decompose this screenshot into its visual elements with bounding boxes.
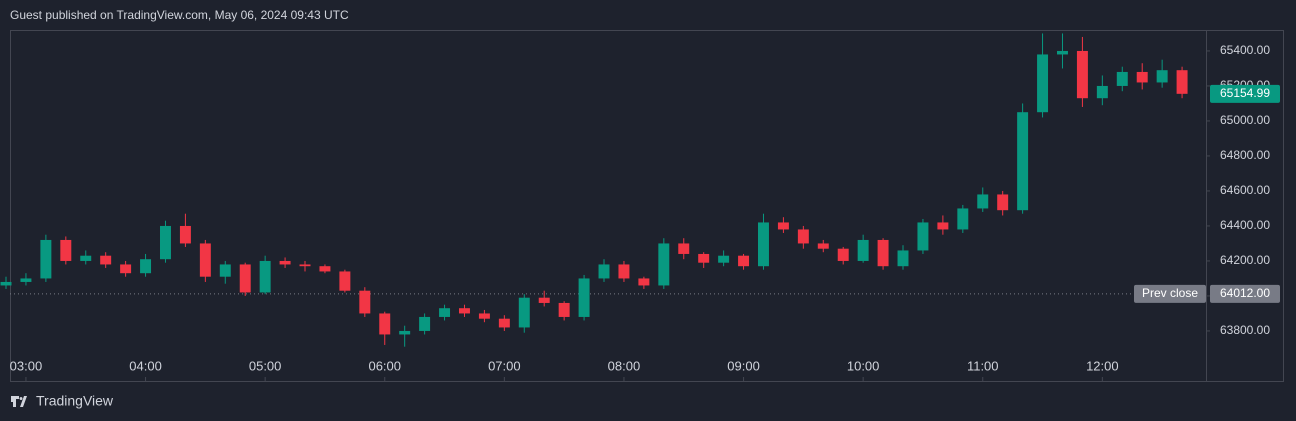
candle-body [638, 278, 650, 286]
candle-body [618, 264, 630, 279]
x-tick-label: 12:00 [1086, 358, 1119, 373]
candle-body [458, 308, 470, 314]
candle-body [1056, 50, 1068, 55]
candle-body [917, 222, 929, 251]
candle-body [419, 316, 431, 331]
candle-body [937, 222, 949, 230]
candle-body [299, 264, 311, 267]
candle-body [279, 260, 291, 265]
prev-close-tag [1134, 284, 1206, 303]
candle-body [20, 278, 32, 282]
x-tick-label: 07:00 [488, 358, 521, 373]
candle-body [997, 194, 1009, 211]
candle-body [478, 313, 490, 319]
candle-body [977, 194, 989, 209]
candle-body [658, 243, 670, 286]
x-tick-label: 10:00 [847, 358, 880, 373]
candle-body [1096, 85, 1108, 99]
candle-body [857, 239, 869, 261]
x-tick-label: 06:00 [368, 358, 401, 373]
candle-body [159, 225, 171, 260]
candle-body [80, 255, 92, 261]
x-tick-label: 03:00 [10, 358, 43, 373]
candle-body [140, 259, 152, 274]
candle-body [379, 313, 391, 335]
candle-body [558, 302, 570, 317]
candle-body [439, 308, 451, 317]
candle-body [40, 239, 52, 279]
x-tick-label: 04:00 [129, 358, 162, 373]
candle-body [897, 250, 909, 267]
candle-body [259, 260, 271, 293]
candle-body [598, 264, 610, 279]
candle-body [578, 278, 590, 317]
candle-body [698, 253, 710, 263]
x-tick-label: 11:00 [967, 358, 999, 373]
candle-body [1176, 70, 1188, 94]
x-tick-label: 05:00 [249, 358, 282, 373]
candle-body [1037, 54, 1049, 113]
candle-body [757, 222, 769, 267]
candle-body [957, 208, 969, 230]
candle-body [678, 243, 690, 254]
candle-body [339, 271, 351, 291]
candle-body [0, 281, 12, 286]
y-tick-label: 63800.00 [1220, 323, 1270, 337]
candle-body [498, 318, 510, 328]
candle-body [239, 264, 251, 293]
y-tick-label: 64200.00 [1220, 253, 1270, 267]
candle-body [199, 243, 211, 277]
candle-body [399, 330, 411, 335]
candle-body [518, 297, 530, 328]
y-tick-label: 64400.00 [1220, 218, 1270, 232]
candle-body [1116, 71, 1128, 86]
prev-close-value-tag [1210, 284, 1280, 303]
candle-body [718, 255, 730, 263]
frame [10, 30, 1284, 382]
candle-body [797, 229, 809, 244]
footer-logo-text: TradingView [36, 393, 114, 409]
candle-body [219, 264, 231, 277]
x-tick-label: 08:00 [608, 358, 641, 373]
candle-body [359, 290, 371, 314]
y-tick-label: 65000.00 [1220, 113, 1270, 127]
candle-body [538, 297, 550, 303]
candle-body [1076, 50, 1088, 99]
logo [11, 396, 27, 407]
prev-close-label: Prev close [1142, 286, 1198, 300]
candle-body [100, 255, 112, 265]
header: Guest published on TradingView.com, May … [10, 8, 349, 22]
candle-body [1136, 71, 1148, 83]
last-price-tag [1210, 84, 1280, 103]
candle-body [120, 264, 132, 274]
candle-body [817, 243, 829, 249]
candle-body [60, 239, 72, 261]
y-tick-label: 65400.00 [1220, 43, 1270, 57]
prev-close-value: 64012.00 [1220, 286, 1270, 300]
candle-body [1156, 70, 1168, 83]
candle-body [738, 255, 750, 267]
candle-body [319, 266, 331, 272]
x-tick-label: 09:00 [727, 358, 760, 373]
candle-body [179, 225, 191, 244]
candle-body [1017, 112, 1029, 211]
last-price: 65154.99 [1220, 86, 1270, 100]
candle-body [777, 222, 789, 230]
candle-body [877, 239, 889, 267]
y-tick-label: 64600.00 [1220, 183, 1270, 197]
candle-body [837, 248, 849, 261]
y-tick-label: 64800.00 [1220, 148, 1270, 162]
